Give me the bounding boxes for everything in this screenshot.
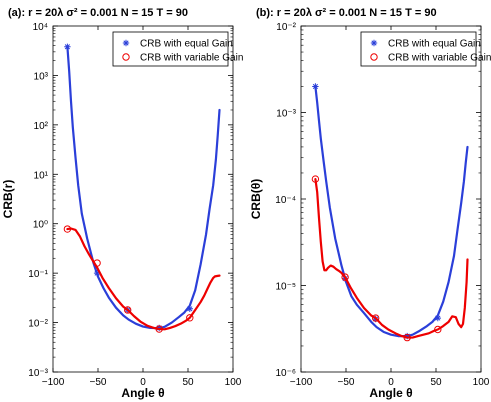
y-tick-label: 10⁻² [276,22,296,33]
x-tick-label: 100 [225,377,242,388]
y-tick-label: 10⁻² [28,319,48,330]
legend: CRB with equal Gain CRB with variable Gai… [112,31,243,67]
data-point-asterisk [156,324,163,332]
x-tick-label: −100 [290,377,313,388]
data-point-asterisk [434,314,441,322]
legend-label: CRB with equal Gain [140,39,233,50]
legend-label: CRB with variable Gain [140,53,243,64]
x-tick-label: −50 [338,377,355,388]
x-tick-label: −100 [42,377,65,388]
legend-label: CRB with variable Gain [388,53,491,64]
x-tick-label: 50 [430,377,442,388]
data-point-asterisk [186,305,193,312]
legend-marker-circle [370,53,378,61]
series-line-variable-gain [66,227,221,331]
data-point-circle [434,325,442,334]
legend-marker-asterisk [370,39,378,47]
y-tick-label: 10³ [34,71,49,82]
legend-marker-asterisk [122,39,130,47]
legend-label: CRB with equal Gain [388,39,481,50]
data-point-circle [311,175,320,183]
chart-title: (a): r = 20λ σ² = 0.001 N = 15 T = 90 [8,7,188,19]
y-tick-label: 10⁻³ [28,368,48,379]
y-tick-label: 10⁻⁴ [275,195,296,206]
y-tick-label: 10⁻¹ [28,269,48,280]
chart-panel-b: −100 −50 0 50 100 10⁻⁶ 10⁻⁵ 10⁻⁴ 10⁻³ 10⁻² (b): r … [249,7,491,400]
chart-title: (b): r = 20λ σ² = 0.001 N = 15 T = 90 [256,7,437,19]
x-tick-label: 0 [388,377,394,388]
series-line-equal-gain [314,85,469,338]
data-point-circle [403,333,411,342]
x-tick-label: 100 [473,377,490,388]
data-point-asterisk [64,43,71,50]
data-point-circle [341,273,349,281]
data-point-circle [124,306,132,314]
data-point-circle [63,225,72,233]
data-point-circle [155,325,163,333]
data-point-asterisk [404,332,411,340]
data-point-circle [186,314,194,322]
x-tick-label: 50 [182,377,194,388]
x-tick-label: −50 [90,377,107,388]
legend-marker-circle [122,53,130,61]
y-tick-label: 10¹ [34,170,49,181]
data-point-circle [93,259,101,267]
data-point-asterisk [93,269,101,277]
data-point-asterisk [312,83,319,90]
data-point-circle [372,314,380,322]
y-tick-label: 10⁻³ [276,109,296,120]
legend-box [112,31,229,67]
y-tick-label: 10⁴ [33,22,48,33]
y-axis-label: CRB(θ) [249,179,263,219]
y-tick-label: 10⁻⁵ [275,282,296,293]
y-axis-label: CRB(r) [1,180,15,219]
x-axis-label: Angle θ [369,386,412,400]
y-tick-label: 10⁰ [33,220,48,231]
series-line-equal-gain [66,45,221,330]
legend: CRB with equal Gain CRB with variable Gai… [360,31,491,67]
x-tick-label: 0 [140,377,146,388]
legend-box [360,31,477,67]
x-axis-label: Angle θ [121,386,164,400]
series-line-variable-gain [314,177,469,339]
y-tick-label: 10⁻⁶ [275,368,296,379]
chart-panel-a: −100 −50 0 50 100 10⁻³ 10⁻² 10⁻¹ 10⁰ 10¹ 10² 10³ 10⁴… [1,7,243,400]
y-tick-label: 10² [34,121,49,132]
